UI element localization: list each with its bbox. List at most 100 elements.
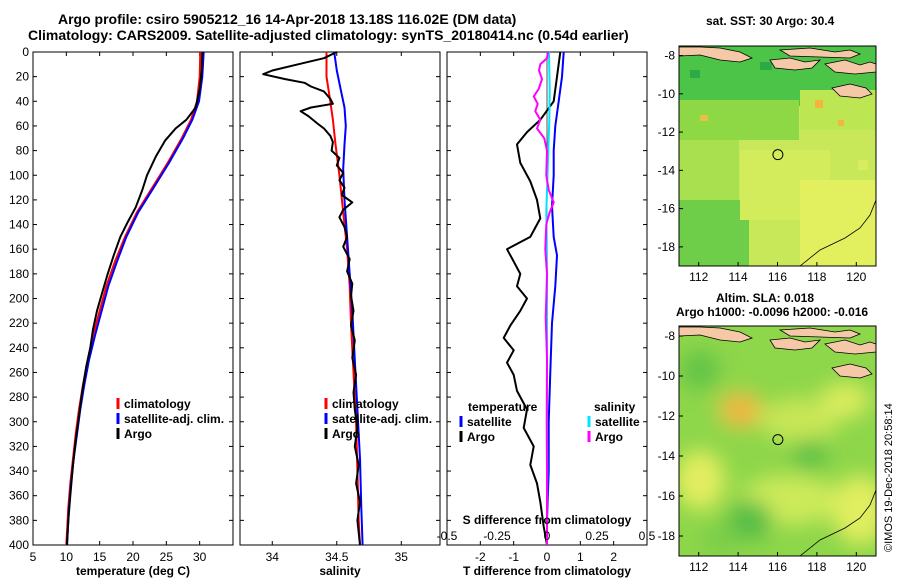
y-tick-label: 20: [16, 70, 30, 84]
legend-label: Argo: [332, 427, 360, 441]
y-tick-label: 220: [9, 316, 29, 330]
x-tick-label: 5: [30, 550, 37, 564]
panel-difference: -2 -1 0 1 2T difference from climatology temp…: [437, 51, 656, 578]
sla-map-title: Altim. SLA: 0.018: [716, 291, 815, 305]
lat-tick-label: -8: [664, 49, 675, 63]
lat-tick-label: -14: [658, 449, 676, 463]
lat-tick-label: -8: [664, 329, 675, 343]
y-tick-label: 120: [9, 193, 29, 207]
lat-tick-label: -12: [658, 125, 676, 139]
legend-label: Argo: [467, 430, 495, 444]
chart-title-line1: Argo profile: csiro 5905212_16 14-Apr-20…: [58, 11, 517, 27]
sla-argo-height: Argo h1000: -0.0096 h2000: -0.016: [676, 305, 869, 319]
lon-tick-label: 118: [807, 270, 826, 284]
s-tick-label: -0.25: [483, 529, 511, 543]
legend-label: satellite: [467, 415, 512, 429]
lon-tick-label: 120: [846, 560, 866, 574]
argo-float-marker: [772, 434, 784, 446]
lat-tick-label: -12: [658, 409, 676, 423]
salinity-difference-label: S difference from climatology: [463, 513, 632, 527]
lat-tick-label: -16: [658, 489, 676, 503]
y-tick-label: 200: [9, 292, 29, 306]
legend-label: Argo: [124, 427, 152, 441]
x-tick-label: 15: [93, 550, 107, 564]
x-axis-label: T difference from climatology: [463, 564, 631, 578]
x-tick-label: 25: [160, 550, 174, 564]
y-tick-label: 180: [9, 267, 29, 281]
series-s-argo: [532, 51, 555, 545]
lon-tick-label: 114: [729, 560, 748, 574]
y-tick-label: 280: [9, 390, 29, 404]
x-tick-label: 34: [266, 550, 280, 564]
lat-tick-label: -10: [658, 87, 676, 101]
s-tick-label: 0.5: [639, 529, 656, 543]
lon-tick-label: 116: [768, 560, 787, 574]
x-tick-label: -2: [475, 550, 486, 564]
panel-temperature: 0 20 40 60 80 100 120 140 160 180 200 220 240 260 280 3…: [9, 45, 234, 578]
s-tick-label: 0.25: [585, 529, 609, 543]
lat-tick-label: -16: [658, 202, 676, 216]
lat-tick-label: -14: [658, 163, 676, 177]
y-tick-label: 400: [9, 538, 29, 552]
series-argo: [66, 51, 204, 546]
coastline-sumbawa: [778, 47, 862, 59]
x-tick-label: 1: [577, 550, 584, 564]
s-tick-label: -0.5: [437, 529, 458, 543]
y-tick-label: 0: [22, 45, 29, 59]
argo-float-marker: [772, 149, 784, 161]
x-tick-label: -1: [508, 550, 519, 564]
lon-tick-label: 118: [807, 560, 826, 574]
x-axis-label: salinity: [319, 564, 361, 578]
legend-label: climatology: [332, 397, 399, 411]
coastline-australia: [799, 199, 876, 266]
y-tick-label: 340: [9, 464, 29, 478]
x-tick-label: 35: [395, 550, 409, 564]
x-tick-label: 2: [610, 550, 617, 564]
x-tick-label: 30: [193, 550, 207, 564]
panel-salinity: 34 34.5 35 salinity climatologysatellite-adj…: [239, 51, 441, 578]
y-tick-label: 240: [9, 341, 29, 355]
y-tick-label: 360: [9, 489, 29, 503]
y-tick-label: 300: [9, 415, 29, 429]
coastline-lombok: [824, 59, 876, 75]
chart-title-line2: Climatology: CARS2009. Satellite-adjuste…: [28, 27, 629, 43]
x-tick-label: 10: [60, 550, 74, 564]
coastline-bali: [769, 57, 822, 71]
lon-tick-label: 120: [846, 270, 866, 284]
legend-label: satellite: [595, 415, 640, 429]
lat-tick-label: -18: [658, 529, 676, 543]
sla-field: [679, 326, 876, 556]
y-tick-label: 320: [9, 439, 29, 453]
sst-map-title: sat. SST: 30 Argo: 30.4: [706, 14, 835, 28]
y-tick-label: 260: [9, 365, 29, 379]
s-tick-label: 0: [544, 529, 551, 543]
lon-tick-label: 112: [689, 560, 708, 574]
x-tick-label: 34.5: [325, 550, 349, 564]
series-argo: [262, 51, 361, 546]
sst-field: [679, 46, 876, 266]
y-tick-label: 40: [16, 94, 30, 108]
x-tick-label: 20: [126, 550, 140, 564]
y-tick-label: 140: [9, 218, 29, 232]
y-tick-label: 160: [9, 242, 29, 256]
series-t-satellite: [546, 51, 565, 545]
legend-label: satellite-adj. clim.: [332, 412, 432, 426]
lat-tick-label: -10: [658, 369, 676, 383]
coastline-java: [679, 46, 754, 63]
legend-label: climatology: [124, 397, 191, 411]
y-tick-label: 60: [16, 119, 30, 133]
series-satellite: [333, 51, 364, 546]
legend-title-salinity: salinity: [594, 400, 636, 414]
legend-label: satellite-adj. clim.: [124, 412, 224, 426]
y-tick-label: 100: [9, 168, 29, 182]
y-tick-label: 380: [9, 513, 29, 527]
lon-tick-label: 116: [768, 270, 787, 284]
x-axis-label: temperature (deg C): [76, 564, 190, 578]
x-tick-label: 0: [544, 550, 551, 564]
series-t-argo: [502, 51, 562, 546]
lat-tick-label: -18: [658, 240, 676, 254]
coastline-sumba: [831, 83, 873, 99]
